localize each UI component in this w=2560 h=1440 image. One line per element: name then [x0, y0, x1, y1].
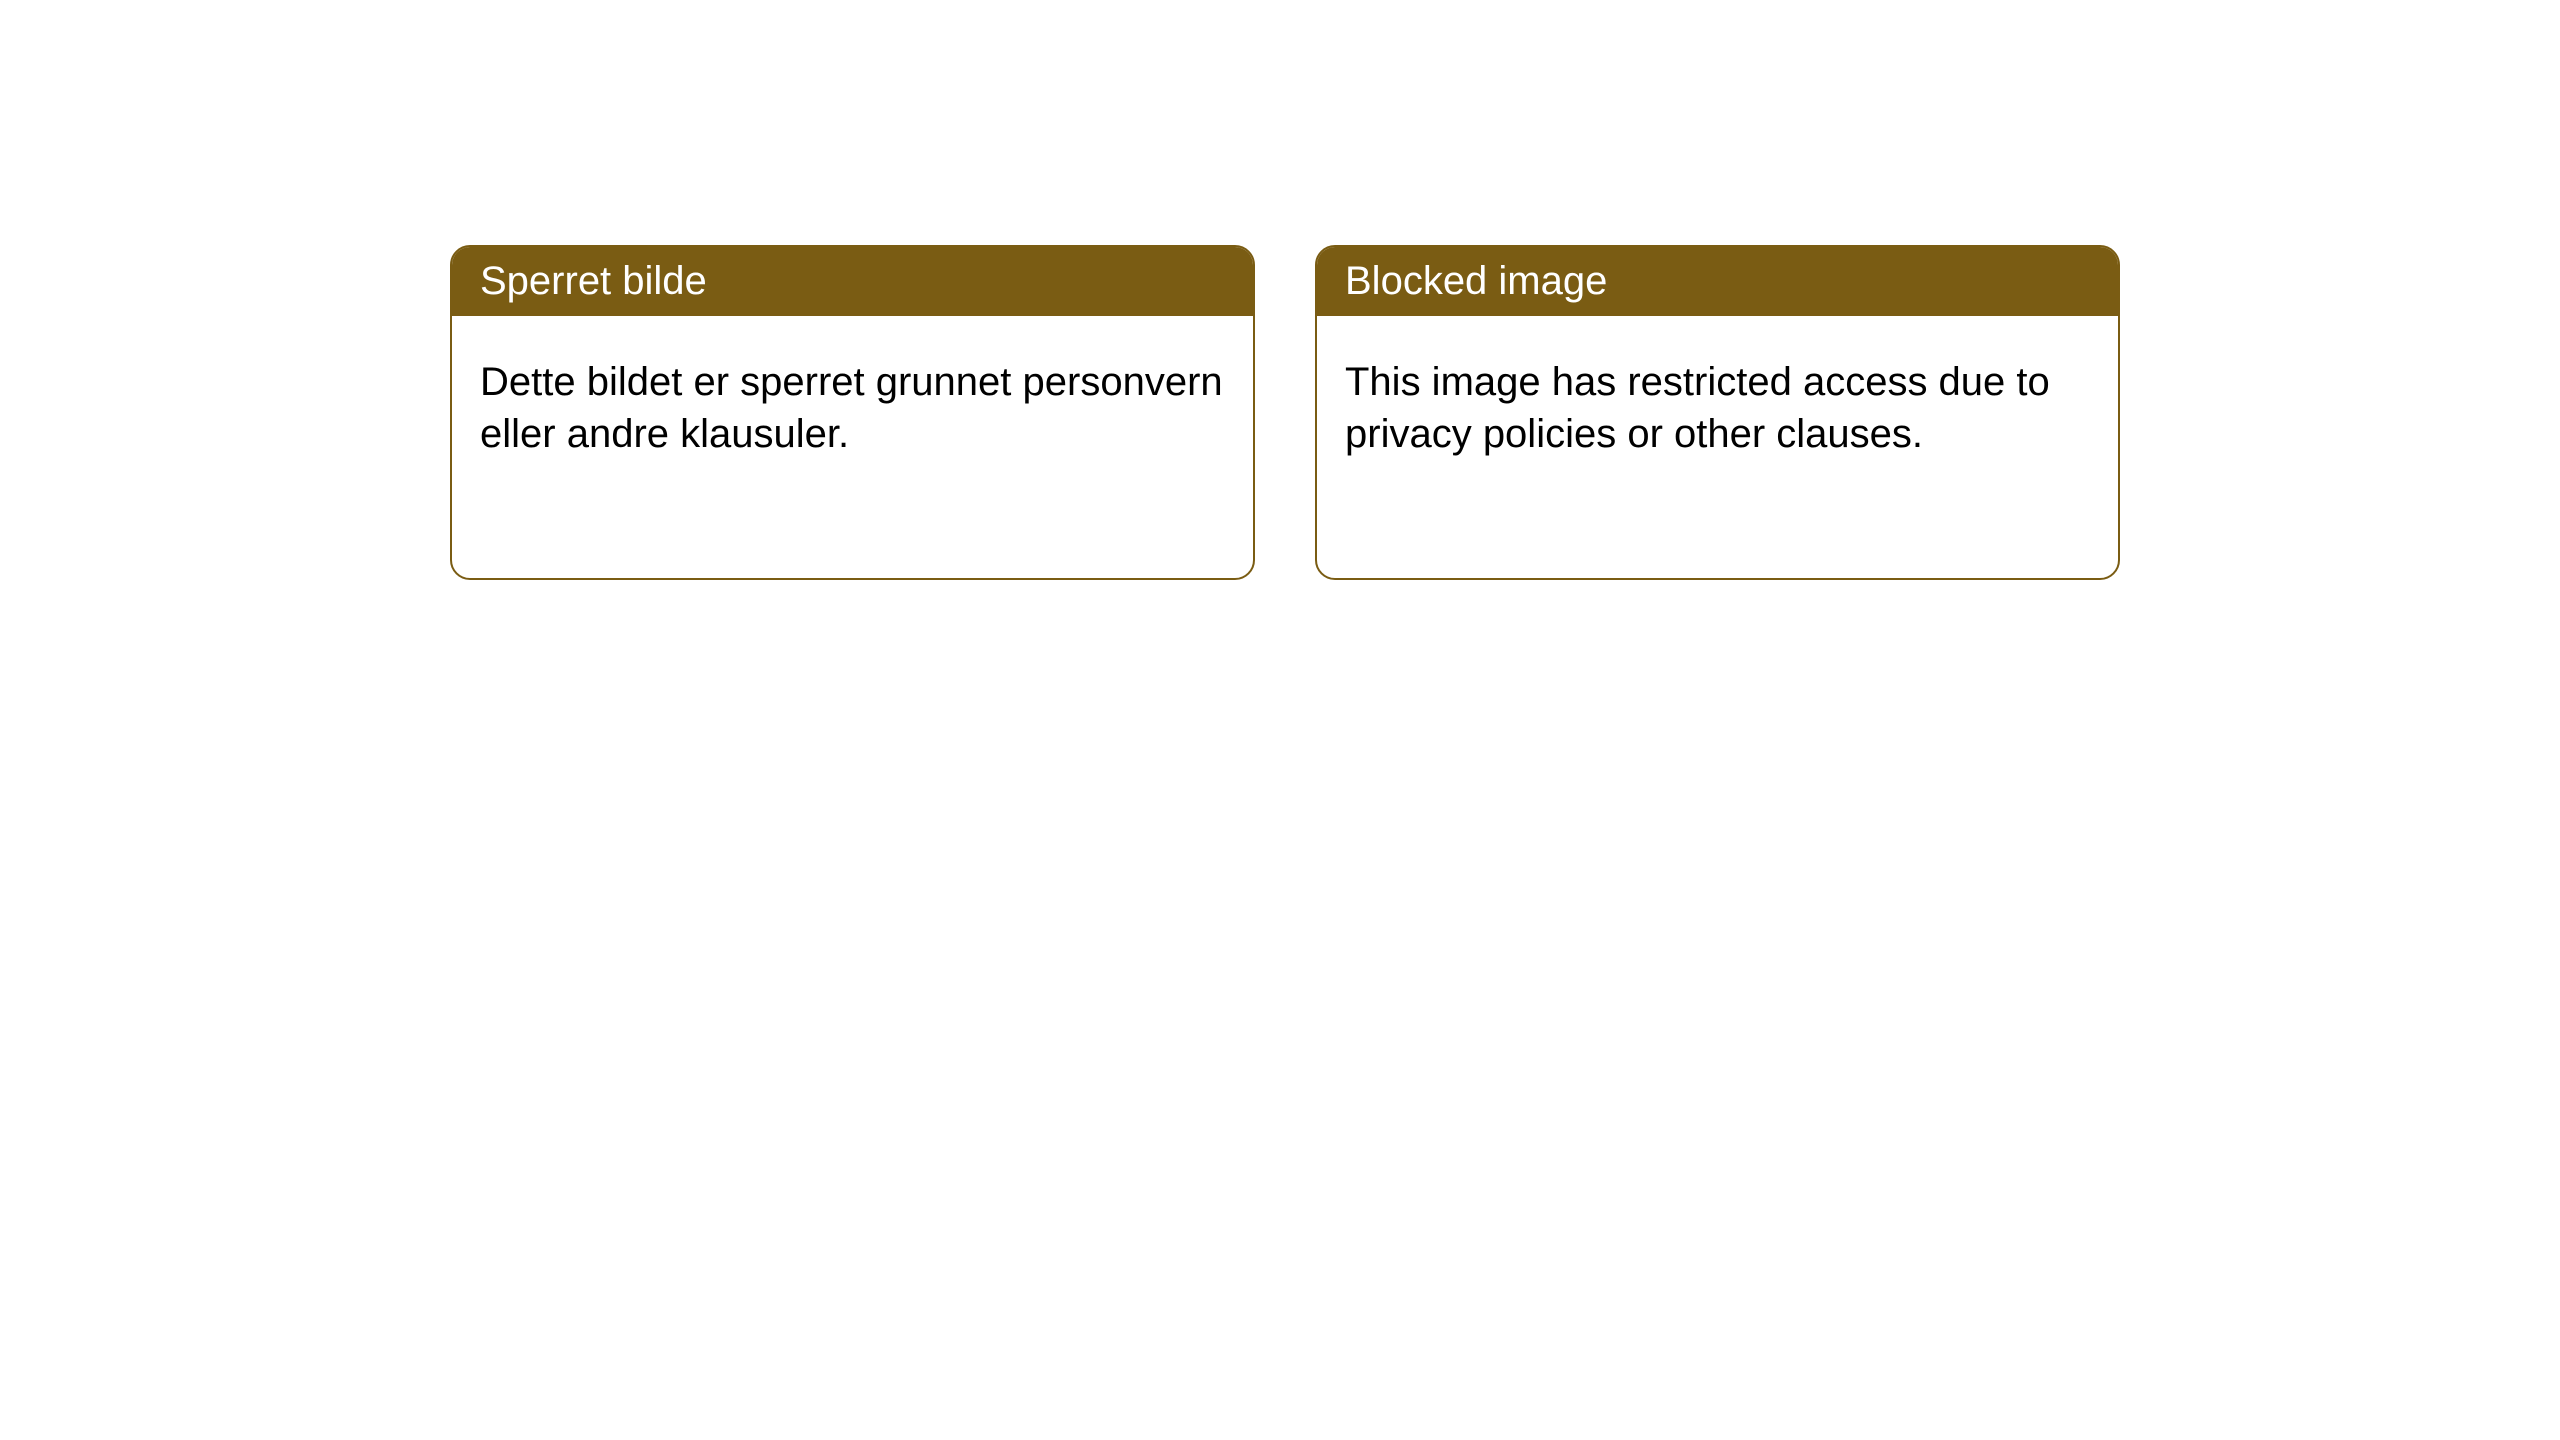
card-body-en: This image has restricted access due to …	[1317, 316, 2118, 500]
card-body-no: Dette bildet er sperret grunnet personve…	[452, 316, 1253, 500]
card-title-en: Blocked image	[1317, 247, 2118, 316]
card-title-no: Sperret bilde	[452, 247, 1253, 316]
blocked-image-card-no: Sperret bilde Dette bildet er sperret gr…	[450, 245, 1255, 580]
card-container: Sperret bilde Dette bildet er sperret gr…	[0, 0, 2560, 580]
blocked-image-card-en: Blocked image This image has restricted …	[1315, 245, 2120, 580]
